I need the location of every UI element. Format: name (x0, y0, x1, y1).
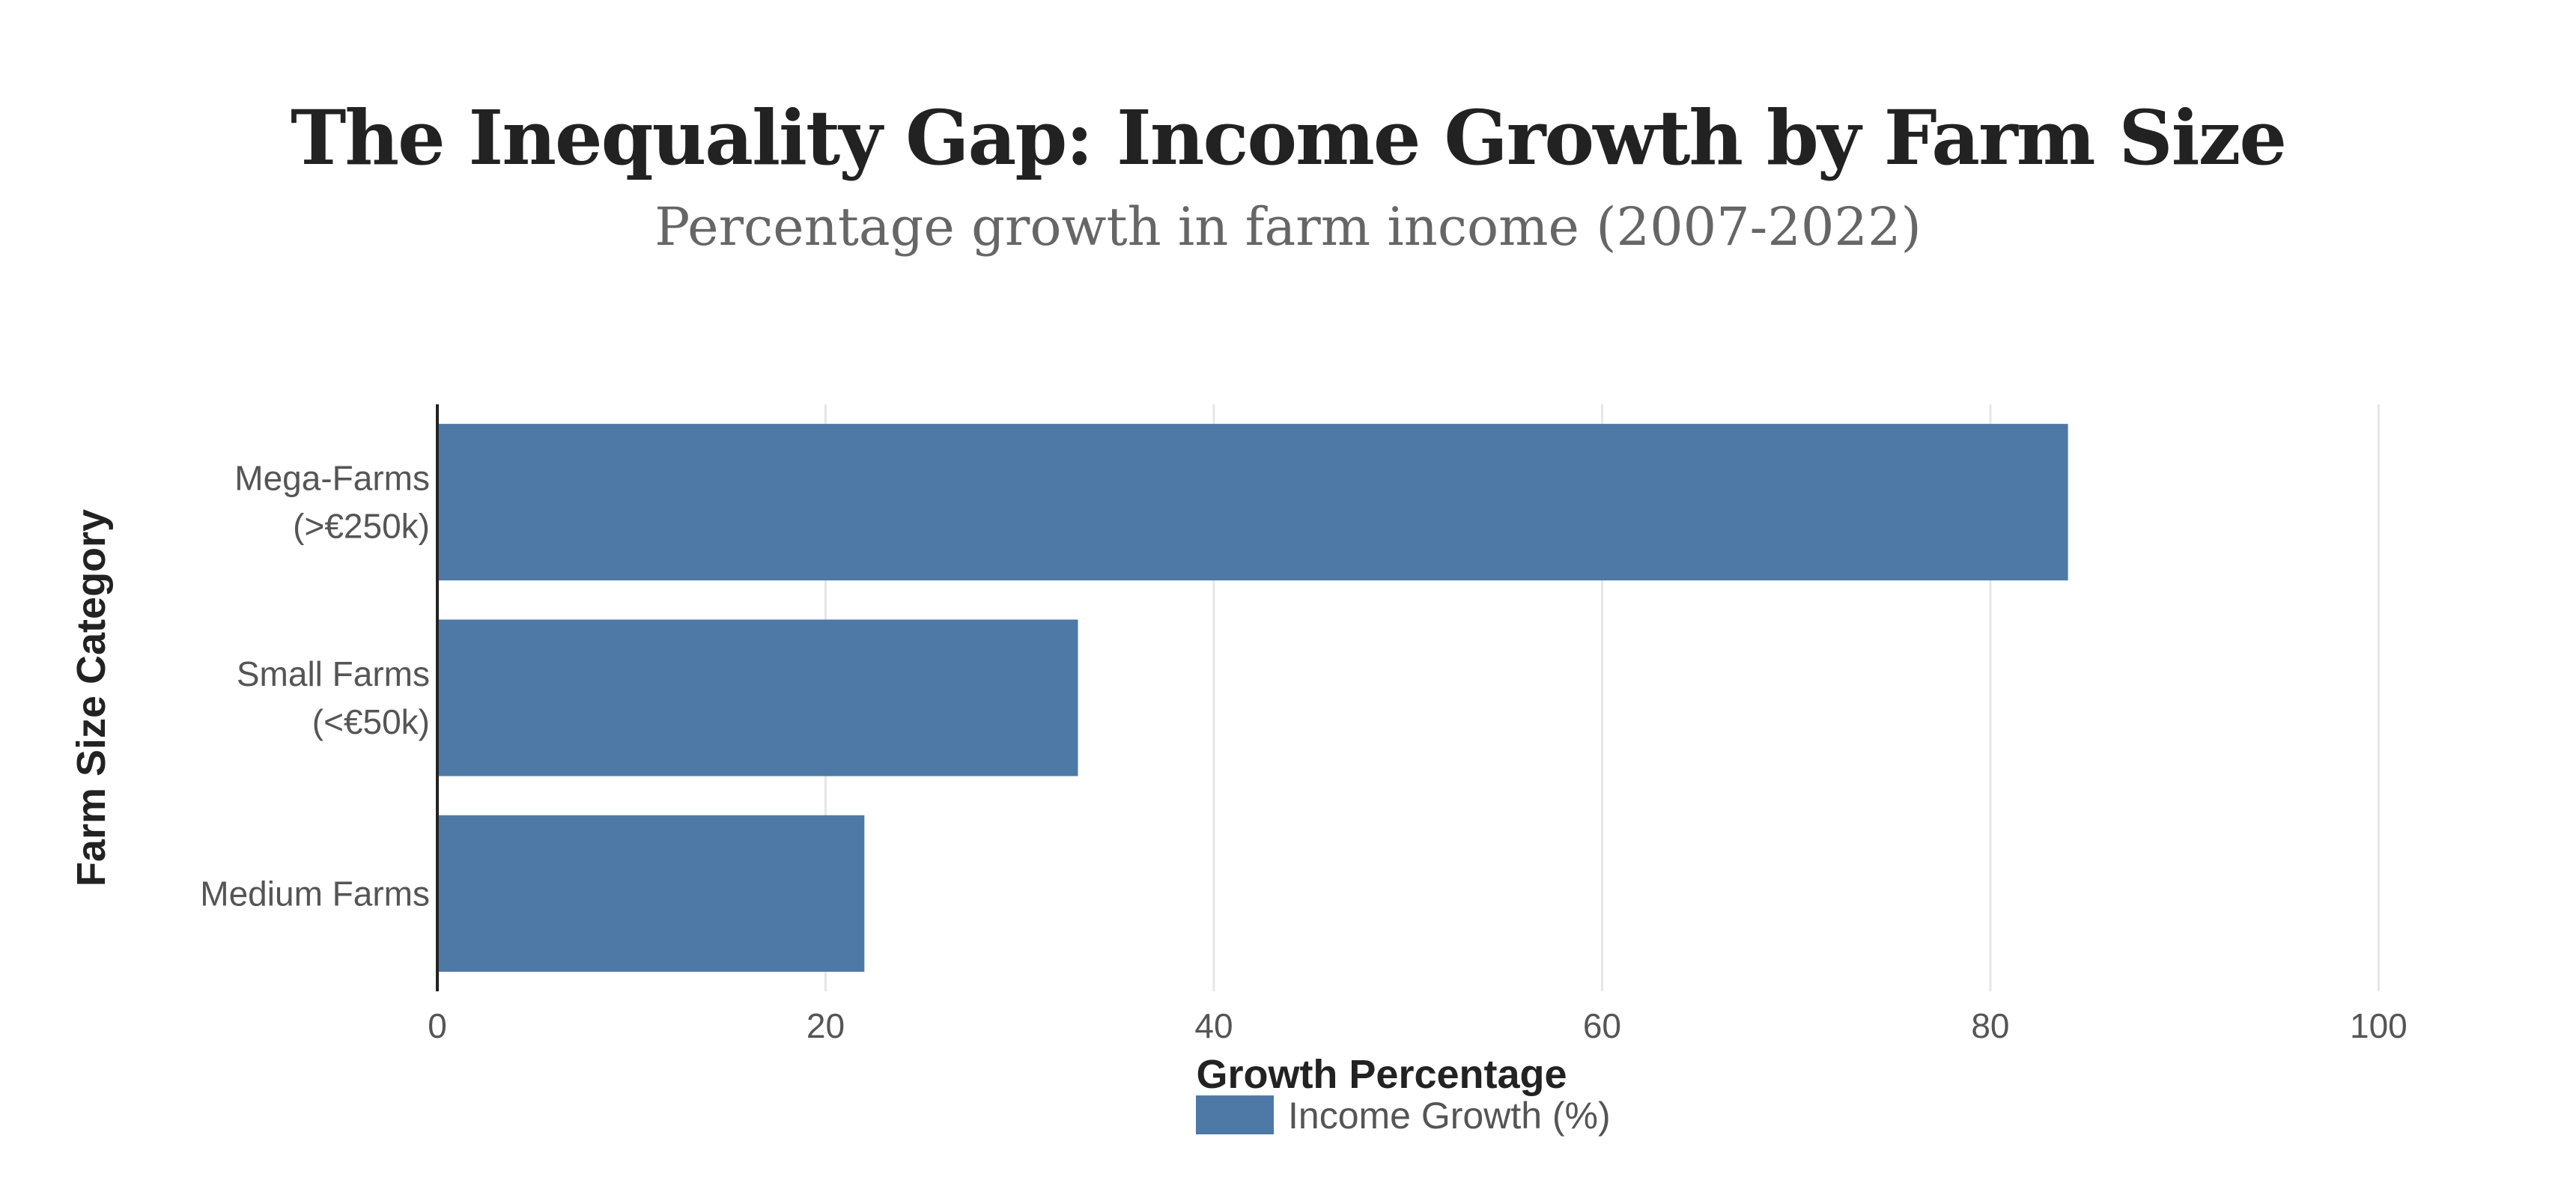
y-tick-label-line: Medium Farms (200, 874, 430, 913)
x-tick-label: 60 (1583, 1006, 1621, 1045)
y-axis-title: Farm Size Category (69, 509, 114, 887)
chart-subtitle: Percentage growth in farm income (2007-2… (654, 196, 1922, 258)
x-tick-label: 20 (806, 1006, 845, 1045)
y-tick-label: Medium Farms (200, 874, 430, 913)
bar[interactable] (437, 424, 2068, 581)
legend-label[interactable]: Income Growth (%) (1288, 1095, 1611, 1137)
bar[interactable] (437, 619, 1078, 776)
x-tick-label: 100 (2350, 1006, 2408, 1045)
y-tick-label: Small Farms (<€50k) (237, 654, 430, 741)
y-tick-label-line: (>€250k) (293, 507, 430, 546)
x-tick-label: 80 (1971, 1006, 2009, 1045)
x-tick-label: 0 (428, 1006, 447, 1045)
y-tick-label-line: (<€50k) (312, 702, 430, 741)
legend-swatch[interactable] (1196, 1095, 1274, 1134)
x-tick-label: 40 (1194, 1006, 1233, 1045)
y-tick-label-line: Small Farms (237, 654, 430, 693)
y-tick-label: Mega-Farms (>€250k) (234, 459, 430, 546)
legend[interactable]: Income Growth (%) (1196, 1095, 1611, 1137)
x-axis-ticks: 0 20 40 60 80 100 (428, 1006, 2408, 1045)
chart-title: The Inequality Gap: Income Growth by Far… (290, 94, 2287, 182)
x-axis-title: Growth Percentage (1196, 1052, 1567, 1097)
bars (437, 424, 2068, 972)
bar[interactable] (437, 815, 865, 972)
y-axis-ticks: Mega-Farms (>€250k) Small Farms (<€50k) Medi… (200, 459, 430, 913)
y-tick-label-line: Mega-Farms (234, 459, 430, 498)
